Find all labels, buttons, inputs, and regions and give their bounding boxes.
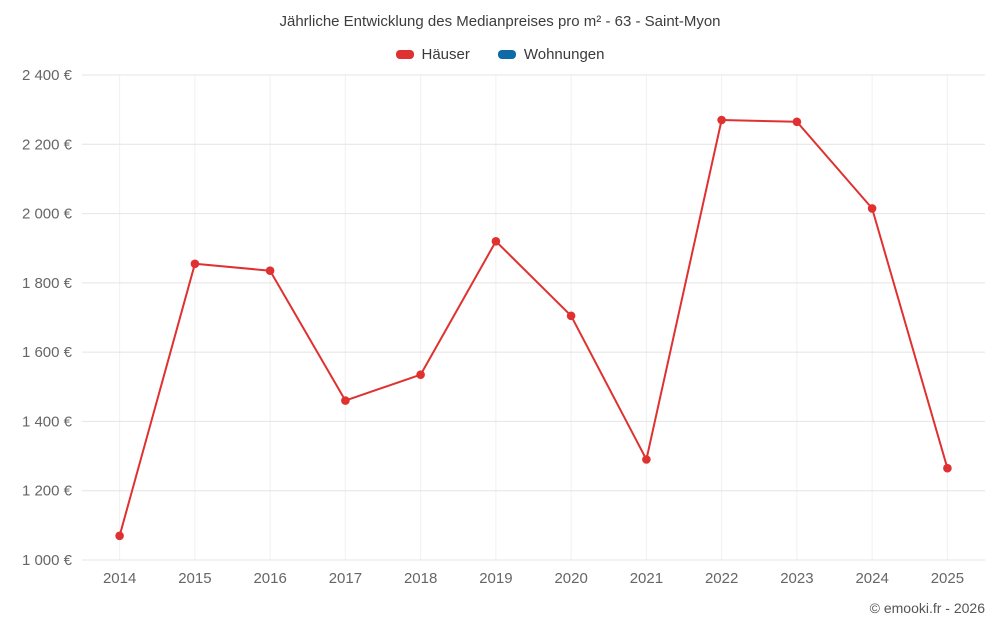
x-tick-label: 2020 xyxy=(554,570,587,587)
y-tick-label: 1 600 € xyxy=(22,344,73,361)
data-point xyxy=(265,266,275,276)
x-tick-label: 2014 xyxy=(103,570,136,587)
x-tick-label: 2024 xyxy=(855,570,888,587)
data-point xyxy=(943,463,952,473)
x-tick-label: 2017 xyxy=(329,570,362,587)
legend-marker-wohnungen-icon xyxy=(497,50,516,59)
x-tick-label: 2018 xyxy=(404,570,437,587)
y-tick-label: 1 800 € xyxy=(22,275,73,292)
x-tick-label: 2021 xyxy=(630,570,663,587)
data-point xyxy=(341,396,350,405)
x-tick-label: 2016 xyxy=(253,570,286,587)
x-tick-label: 2015 xyxy=(178,570,211,587)
data-point xyxy=(416,370,425,380)
x-tick-label: 2023 xyxy=(780,570,813,587)
data-point xyxy=(867,204,877,213)
x-tick-label: 2019 xyxy=(479,570,512,587)
data-point xyxy=(717,115,726,125)
data-point xyxy=(491,237,501,246)
data-point xyxy=(642,455,651,464)
data-point xyxy=(115,531,124,541)
y-tick-label: 1 200 € xyxy=(22,483,73,500)
legend-item-hauser[interactable]: Häuser xyxy=(395,46,470,63)
y-tick-label: 2 000 € xyxy=(22,206,73,223)
legend-item-wohnungen[interactable]: Wohnungen xyxy=(497,46,605,63)
y-tick-label: 2 400 € xyxy=(22,67,73,84)
x-tick-label: 2025 xyxy=(931,570,964,587)
data-point xyxy=(566,311,576,321)
x-tick-label: 2022 xyxy=(705,570,738,587)
legend-label-wohnungen: Wohnungen xyxy=(523,46,605,63)
legend: Häuser Wohnungen xyxy=(0,46,1000,63)
y-tick-label: 2 200 € xyxy=(22,136,73,153)
legend-marker-hauser-icon xyxy=(395,50,414,59)
chart-title: Jährliche Entwicklung des Medianpreises … xyxy=(279,13,721,30)
data-point xyxy=(792,117,802,127)
legend-label-hauser: Häuser xyxy=(421,46,470,63)
y-tick-label: 1 000 € xyxy=(22,552,73,569)
data-point xyxy=(190,259,200,269)
attribution: © emooki.fr - 2026 xyxy=(869,600,985,616)
series-line xyxy=(118,119,949,537)
y-tick-label: 1 400 € xyxy=(22,413,73,430)
